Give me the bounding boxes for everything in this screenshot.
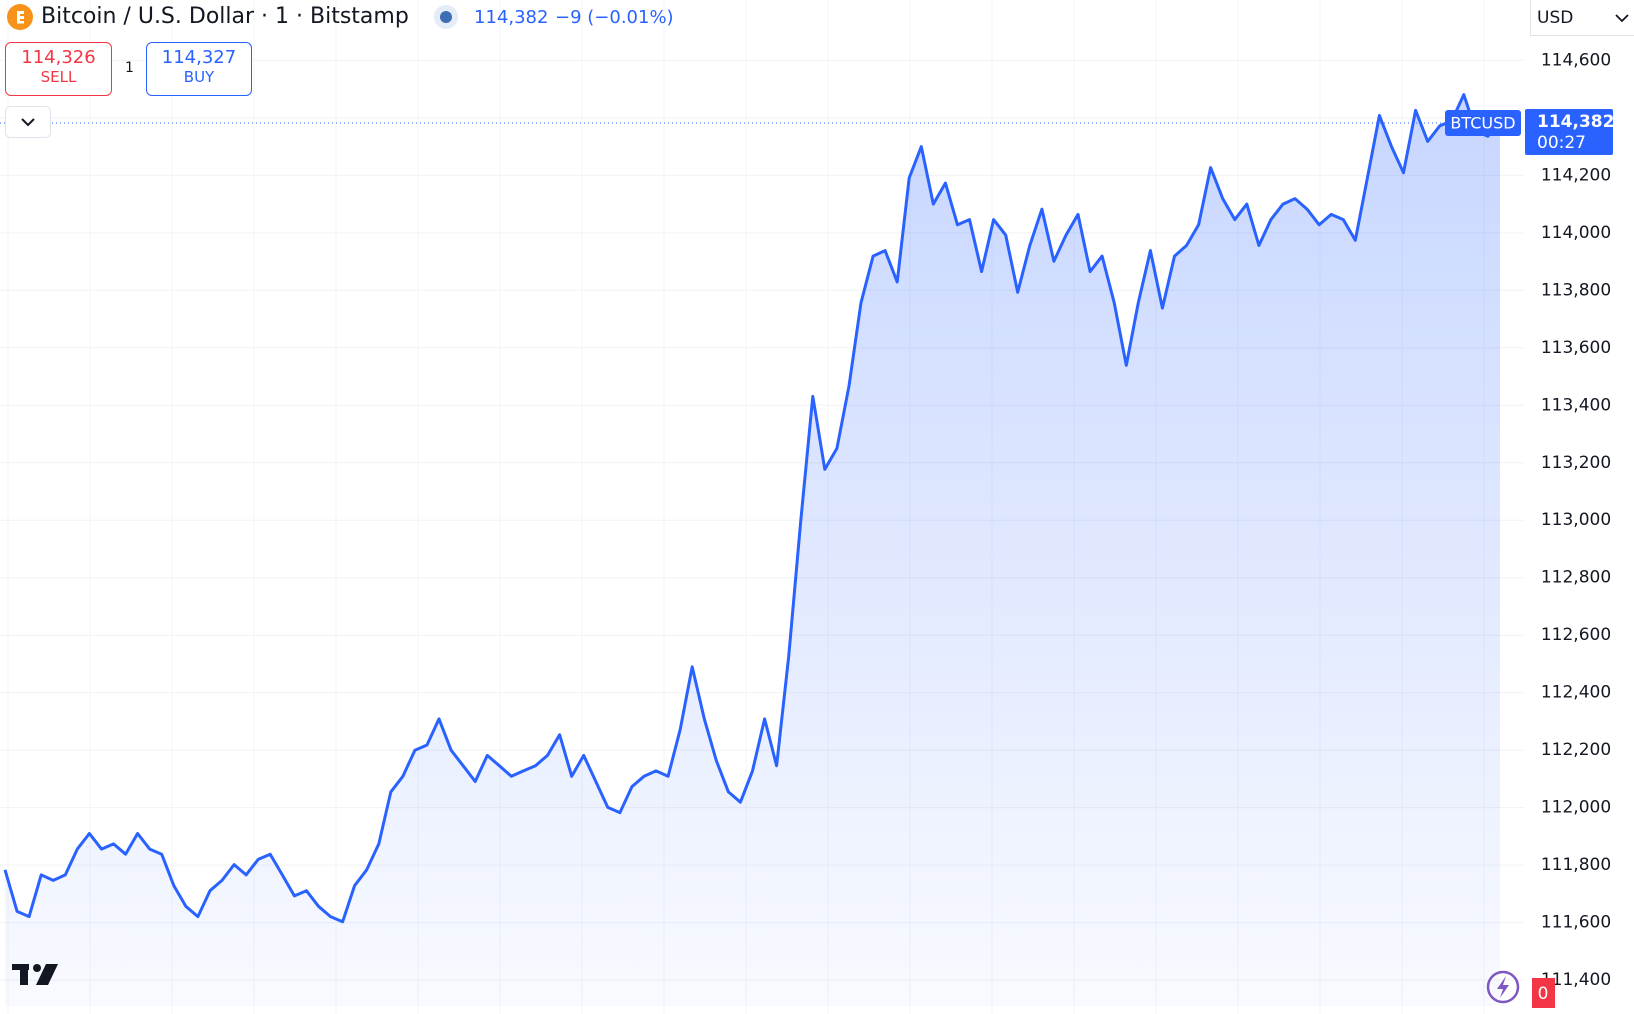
quantity[interactable]: 1 <box>125 60 134 76</box>
sell-button[interactable]: 114,326 SELL <box>5 42 112 96</box>
header-price: 114,382 <box>474 7 549 28</box>
y-tick-label: 114,000 <box>1541 223 1611 243</box>
market-status[interactable] <box>433 4 459 30</box>
y-tick-label: 113,400 <box>1541 395 1611 415</box>
alerts-badge-bg <box>1532 978 1555 1008</box>
y-tick-label: 113,000 <box>1541 510 1611 530</box>
ai-icon[interactable] <box>1486 970 1520 1004</box>
y-tick-label: 112,600 <box>1541 625 1611 645</box>
sell-price: 114,326 <box>21 47 96 68</box>
y-tick-label: 112,000 <box>1541 798 1611 818</box>
y-tick-label: 111,800 <box>1541 855 1611 875</box>
area-fill <box>5 94 1500 1007</box>
collapse-button[interactable] <box>5 106 51 138</box>
symbol-tag: BTCUSD <box>1450 114 1515 133</box>
buy-button[interactable]: 114,327 BUY <box>146 42 252 96</box>
y-tick-label: 113,600 <box>1541 338 1611 358</box>
currency: USD <box>1537 8 1574 28</box>
price-tag-bg <box>1525 109 1613 156</box>
symbol-title[interactable]: Bitcoin / U.S. Dollar · 1 · Bitstamp <box>41 4 409 29</box>
y-tick-label: 112,200 <box>1541 740 1611 760</box>
y-tick-label: 112,400 <box>1541 683 1611 703</box>
y-tick-label: 111,400 <box>1541 970 1611 990</box>
buy-price: 114,327 <box>161 47 237 68</box>
symbol-tag-bg <box>1445 110 1521 137</box>
currency-select[interactable]: USD <box>1530 0 1634 36</box>
chevron <box>1615 14 1629 23</box>
buy-label: BUY <box>183 68 215 86</box>
y-tick-label: 113,200 <box>1541 453 1611 473</box>
coin-icon <box>7 4 33 30</box>
price-tag: 114,382 <box>1537 112 1614 132</box>
y-tick-label: 113,800 <box>1541 280 1611 300</box>
logo[interactable] <box>12 964 58 985</box>
y-tick-label: 114,600 <box>1541 50 1611 70</box>
header-change: −9 (−0.01%) <box>555 7 674 28</box>
y-tick-label: 114,200 <box>1541 165 1611 185</box>
countdown: 00:27 <box>1537 133 1586 153</box>
sell-label: SELL <box>40 68 77 86</box>
y-tick-label: 112,800 <box>1541 568 1611 588</box>
y-tick-label: 111,600 <box>1541 913 1611 933</box>
price-line <box>3 93 1502 924</box>
alerts-badge[interactable]: 0 <box>1538 984 1549 1004</box>
